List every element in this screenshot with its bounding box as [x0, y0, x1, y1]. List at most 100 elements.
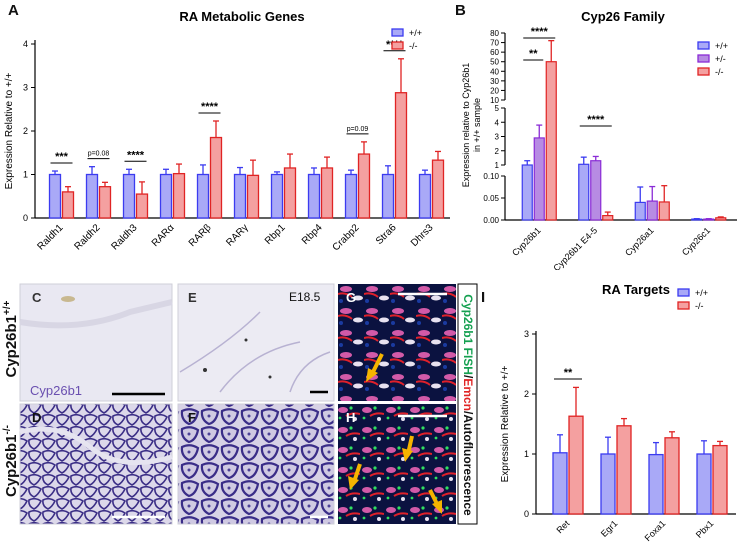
x-tick-label: Rbp1: [263, 222, 288, 247]
significance-label: ****: [201, 101, 219, 113]
legend-label: +/-: [715, 54, 726, 64]
bar: [545, 61, 557, 221]
bar: [196, 173, 210, 219]
bar: [578, 163, 590, 221]
y-tick-label: 3: [524, 329, 529, 339]
bar: [307, 173, 321, 219]
bar: [283, 167, 297, 219]
bar: [270, 173, 284, 219]
image-c: [19, 283, 173, 402]
legend-label: +/+: [695, 288, 708, 298]
probe-label: Cyp26b1: [30, 383, 83, 398]
bar: [357, 153, 371, 219]
y-tick-label: 30: [490, 77, 499, 86]
legend-label: -/-: [695, 301, 704, 311]
x-tick-label: Cyp26c1: [680, 225, 712, 257]
y-tick-label: 4: [495, 118, 500, 127]
bar: [568, 415, 584, 515]
legend-swatch: [391, 41, 404, 50]
y-tick-label: 4: [23, 39, 28, 49]
panel-letter-e: E: [188, 290, 197, 305]
bar: [634, 201, 646, 221]
stage-label: E18.5: [289, 290, 321, 304]
y-tick-label: 20: [490, 86, 499, 95]
bar: [658, 201, 670, 221]
significance-label: **: [564, 367, 573, 379]
y-tick-label: 80: [490, 29, 499, 38]
bar: [159, 173, 173, 219]
x-tick-label: Crabp2: [331, 222, 362, 253]
bar: [616, 425, 632, 515]
y-tick-label: 0.05: [483, 194, 499, 203]
genotype-label-wt: Cyp26b1+/+: [2, 300, 20, 378]
bar: [381, 173, 395, 219]
panel-letter-f: F: [188, 410, 196, 425]
fish-legend: Cyp26b1 FISH/Emcn/Autofluorescence: [461, 294, 475, 516]
y-tick-label: 3: [495, 133, 500, 142]
y-tick-label: 5: [495, 104, 500, 113]
x-tick-label: Rbp4: [300, 222, 325, 247]
panel-letter-i: I: [481, 289, 486, 306]
y-tick-label: 70: [490, 39, 499, 48]
x-tick-label: Raldh2: [72, 222, 102, 252]
bar: [98, 186, 112, 219]
significance-label: p=0.08: [88, 151, 110, 158]
y-tick-label: 1: [495, 161, 500, 170]
bar: [418, 173, 432, 219]
bar: [521, 164, 533, 221]
y-tick-label: 2: [23, 126, 28, 136]
bar: [664, 437, 680, 515]
bar: [715, 217, 727, 221]
y-tick-label: 3: [23, 83, 28, 93]
chart-title: Cyp26 Family: [581, 9, 666, 24]
y-tick-label: 2: [524, 389, 529, 399]
y-axis-label: Expression Relative to +/+: [4, 72, 15, 189]
x-tick-label: Cyp26b1: [510, 225, 543, 258]
chart-title: RA Targets: [602, 282, 670, 297]
bar: [590, 160, 602, 221]
image-g: [338, 284, 456, 401]
chart-i: RA Targets 0 1 2 3 Expression Relative to +/+…: [500, 282, 736, 543]
x-tick-label: Stra6: [374, 222, 399, 247]
y-axis-label: Expression Relative to +/+: [500, 365, 511, 482]
y-tick-label: 40: [490, 67, 499, 76]
bar: [600, 453, 616, 515]
bar: [552, 452, 568, 515]
panel-letter-g: G: [346, 290, 357, 305]
y-tick-label: 60: [490, 48, 499, 57]
bar: [85, 173, 99, 219]
significance-label: p=0.09: [347, 126, 369, 133]
legend-label: +/+: [409, 28, 422, 38]
y-tick-label: 0: [524, 509, 529, 519]
panel-letter-h: H: [346, 410, 356, 425]
legend-swatch: [697, 41, 710, 50]
chart-title: RA Metabolic Genes: [179, 9, 304, 24]
x-tick-label: Pbx1: [694, 518, 716, 540]
x-tick-label: RARα: [150, 222, 177, 249]
bar: [344, 173, 358, 219]
x-tick-label: Cyp26a1: [623, 225, 656, 258]
chart-b: Cyp26 Family 0.00 0.05 0.10 1 2 3 4 510203040506…: [461, 9, 737, 270]
panel-letter-c: C: [32, 290, 42, 305]
x-tick-label: RARβ: [187, 222, 214, 249]
significance-label: ****: [127, 149, 145, 161]
y-axis-label: Expression relative to Cyp26b1: [461, 63, 471, 188]
bar: [320, 167, 334, 219]
significance-label: ***: [55, 151, 69, 163]
significance-label: ****: [587, 114, 605, 126]
bar: [172, 172, 186, 219]
legend-swatch: [677, 288, 690, 297]
arrow-icon: [348, 435, 442, 514]
significance-label: **: [529, 48, 538, 60]
bar: [696, 453, 712, 515]
bar: [246, 174, 260, 219]
bar: [648, 453, 664, 515]
micrograph-panels: [19, 283, 478, 525]
bar: [602, 215, 614, 221]
bar: [431, 159, 445, 219]
legend-label: -/-: [715, 67, 724, 77]
legend-swatch: [677, 301, 690, 310]
y-tick-label: 1: [23, 170, 28, 180]
bar: [61, 191, 75, 219]
y-tick-label: 0: [23, 213, 28, 223]
